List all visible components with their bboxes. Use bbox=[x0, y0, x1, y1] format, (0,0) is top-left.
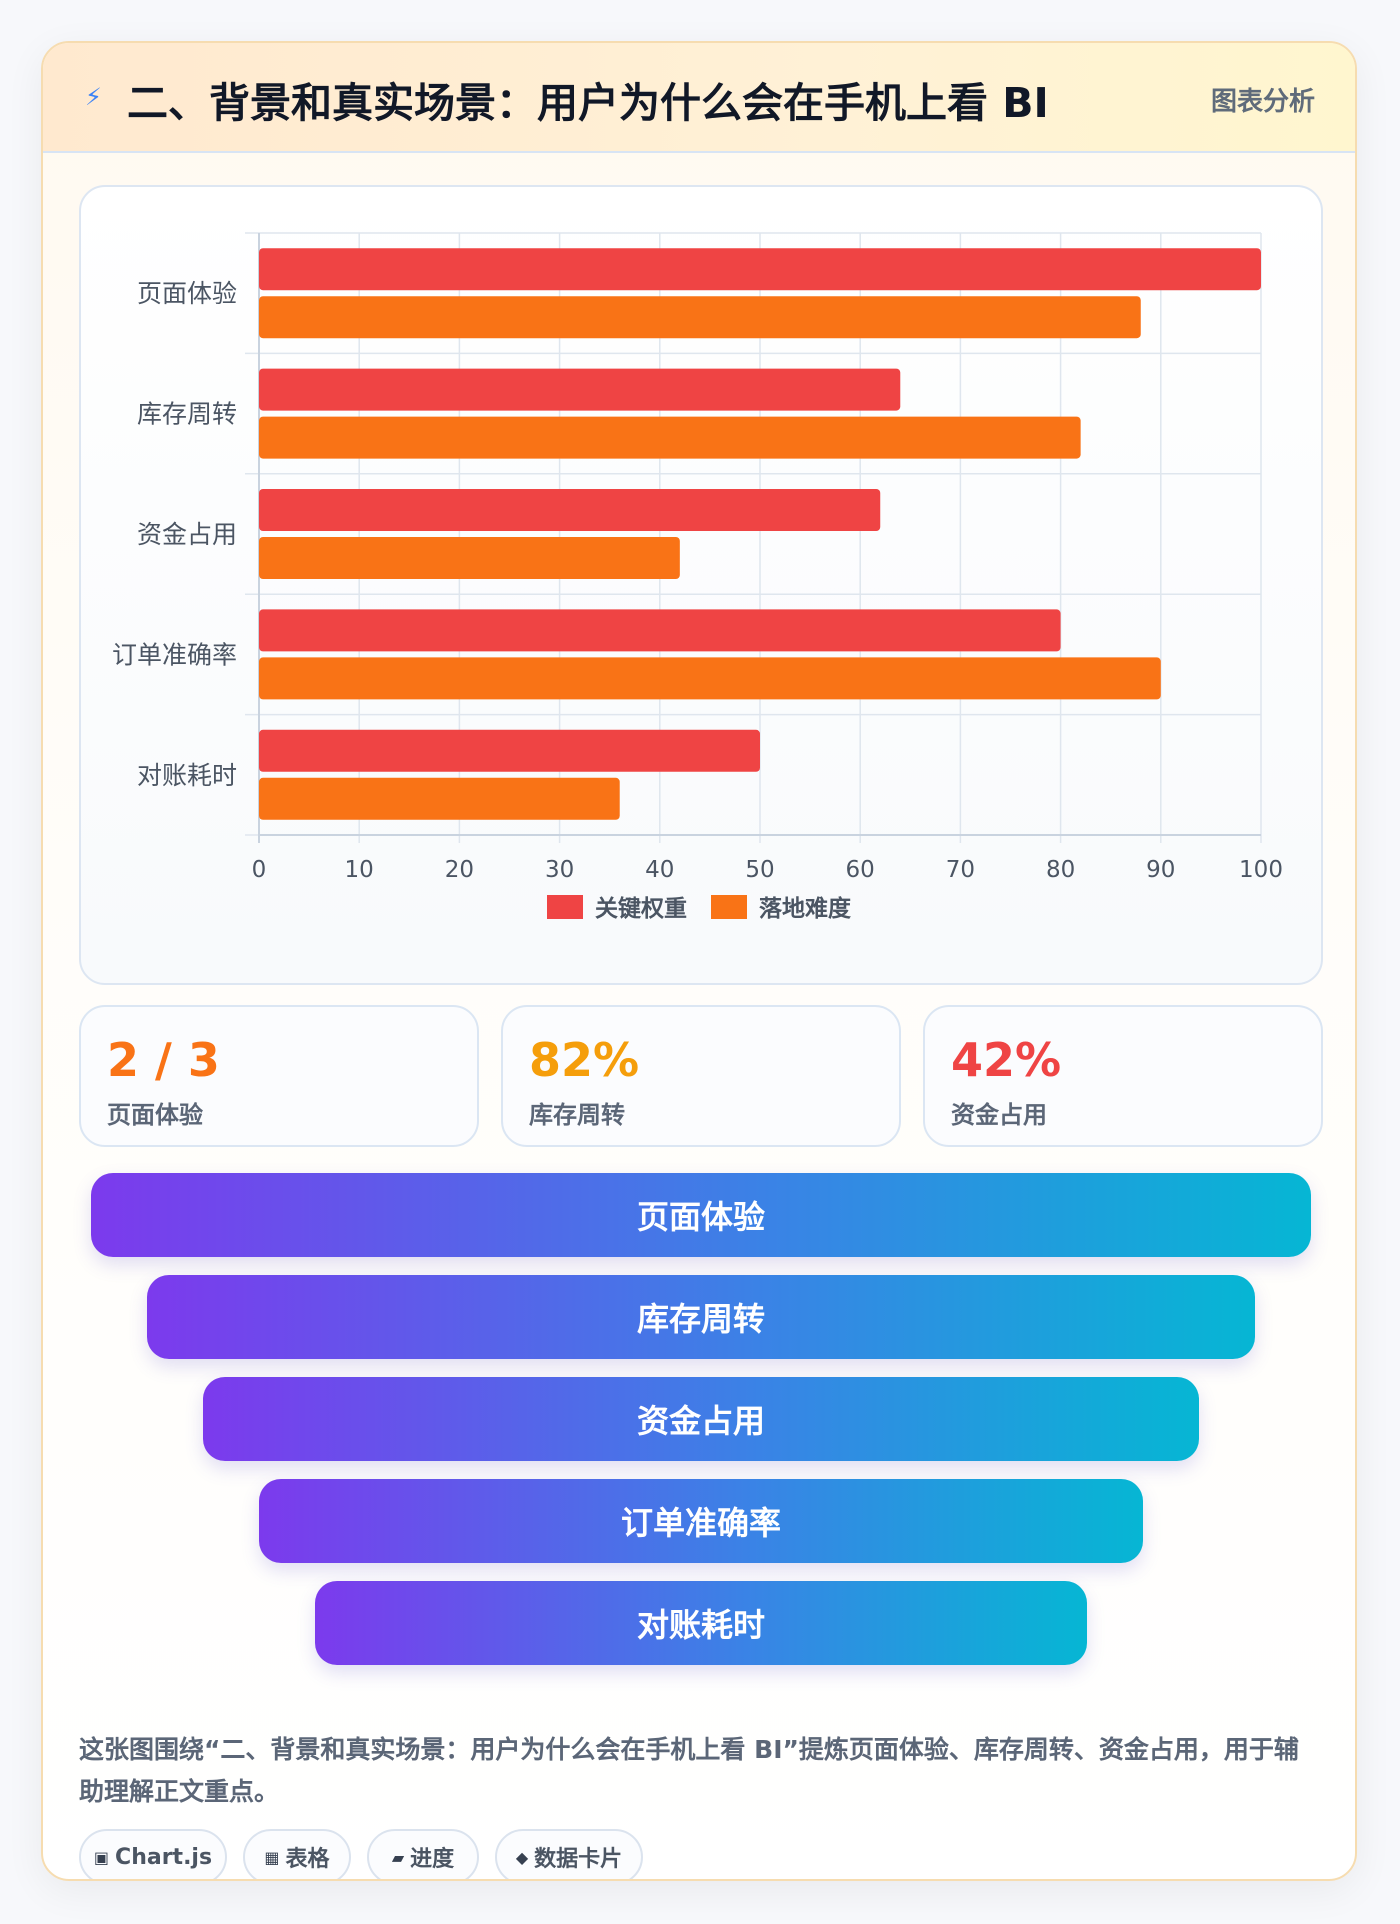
stat-card-3: 42% 资金占用 bbox=[923, 1005, 1323, 1147]
x-tick-label: 60 bbox=[846, 857, 875, 883]
funnel-step-5: 对账耗时 bbox=[315, 1581, 1087, 1665]
bar-difficulty bbox=[259, 657, 1161, 700]
chip-label: 进度 bbox=[410, 1847, 455, 1872]
table-icon: ▦ bbox=[264, 1847, 280, 1867]
bar-key-weight bbox=[259, 729, 760, 772]
card-header: ⚡ 二、背景和真实场景：用户为什么会在手机上看 BI 图表分析 bbox=[43, 43, 1355, 153]
bar-key-weight bbox=[259, 368, 901, 411]
legend-swatch bbox=[711, 895, 747, 919]
funnel-step-2: 库存周转 bbox=[147, 1275, 1255, 1359]
bar-key-weight bbox=[259, 248, 1261, 291]
x-tick-label: 30 bbox=[545, 857, 574, 883]
x-tick-label: 20 bbox=[445, 857, 474, 883]
x-tick-label: 70 bbox=[946, 857, 975, 883]
data-card-icon: ◆ bbox=[515, 1847, 529, 1867]
x-tick-label: 40 bbox=[645, 857, 674, 883]
x-tick-label: 90 bbox=[1146, 857, 1175, 883]
category-label: 库存周转 bbox=[137, 400, 237, 429]
x-tick-label: 10 bbox=[345, 857, 374, 883]
funnel-step-1: 页面体验 bbox=[91, 1173, 1311, 1257]
chip-label: 表格 bbox=[285, 1847, 330, 1872]
bar-key-weight bbox=[259, 609, 1061, 652]
category-label: 订单准确率 bbox=[112, 640, 237, 669]
chart-card: ⚡ 二、背景和真实场景：用户为什么会在手机上看 BI 图表分析 页面体验 库存周转… bbox=[41, 41, 1357, 1881]
stat-value: 42% bbox=[951, 1033, 1062, 1087]
chip-chartjs: ▣ Chart.js bbox=[79, 1829, 227, 1879]
category-label: 页面体验 bbox=[137, 279, 237, 308]
category-label: 资金占用 bbox=[137, 520, 237, 549]
chip-label: 数据卡片 bbox=[534, 1847, 623, 1872]
stat-value: 82% bbox=[529, 1033, 640, 1087]
chart-analysis-tag: 图表分析 bbox=[1210, 87, 1315, 117]
chart-description: 这张图围绕“二、背景和真实场景：用户为什么会在手机上看 BI”提炼页面体验、库存… bbox=[79, 1735, 1299, 1806]
funnel-step-3: 资金占用 bbox=[203, 1377, 1199, 1461]
stat-label: 页面体验 bbox=[107, 1101, 203, 1129]
chip-data-card: ◆ 数据卡片 bbox=[495, 1829, 643, 1879]
lightning-icon: ⚡ bbox=[85, 83, 102, 111]
bar-difficulty bbox=[259, 296, 1141, 339]
card-title: 二、背景和真实场景：用户为什么会在手机上看 BI bbox=[127, 79, 1049, 127]
chart-icon: ▣ bbox=[93, 1847, 110, 1867]
bar-difficulty bbox=[259, 777, 620, 820]
chip-progress: ▰ 进度 bbox=[367, 1829, 479, 1879]
x-tick-label: 0 bbox=[252, 857, 267, 883]
legend-swatch bbox=[547, 895, 583, 919]
legend-label: 关键权重 bbox=[595, 895, 687, 922]
bar-difficulty bbox=[259, 537, 680, 579]
progress-icon: ▰ bbox=[391, 1847, 405, 1867]
category-label: 对账耗时 bbox=[137, 761, 237, 790]
stat-label: 库存周转 bbox=[529, 1101, 625, 1129]
stat-card-2: 82% 库存周转 bbox=[501, 1005, 901, 1147]
x-tick-label: 50 bbox=[745, 857, 774, 883]
stat-card-1: 2 / 3 页面体验 bbox=[79, 1005, 479, 1147]
x-tick-label: 100 bbox=[1239, 857, 1283, 883]
bar-difficulty bbox=[259, 416, 1081, 459]
stat-label: 资金占用 bbox=[951, 1101, 1047, 1129]
x-tick-label: 80 bbox=[1046, 857, 1075, 883]
stat-value: 2 / 3 bbox=[107, 1033, 220, 1087]
legend-label: 落地难度 bbox=[759, 895, 852, 922]
funnel-step-4: 订单准确率 bbox=[259, 1479, 1143, 1563]
chip-table: ▦ 表格 bbox=[243, 1829, 351, 1879]
bar-key-weight bbox=[259, 489, 881, 531]
chip-label: Chart.js bbox=[115, 1844, 213, 1870]
chart-panel: 页面体验库存周转资金占用订单准确率对账耗时 0 10 20 30 40 50 60 70 80 90… bbox=[79, 185, 1323, 985]
